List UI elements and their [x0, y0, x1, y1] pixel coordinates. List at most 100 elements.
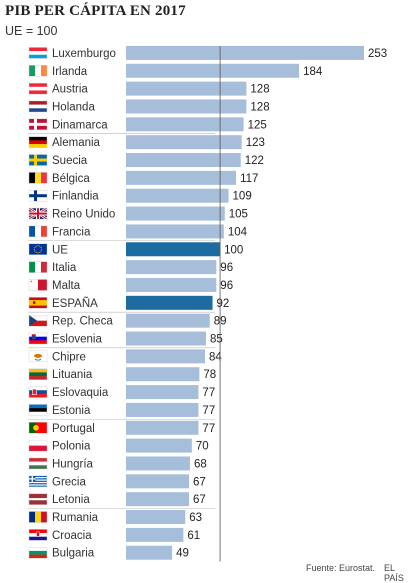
- flag-stripe: [29, 484, 47, 486]
- romania-flag: [28, 511, 48, 523]
- category-label: Grecia: [52, 476, 86, 488]
- flag-border: [28, 243, 48, 255]
- value-label: 104: [228, 226, 248, 238]
- flag-stripe: [29, 485, 47, 487]
- malta-flag: [28, 279, 48, 291]
- netherlands-flag: [28, 100, 48, 113]
- flag-border: [28, 136, 48, 148]
- bar: [126, 45, 364, 60]
- flag-emblem: [33, 301, 36, 305]
- flag-stripe: [29, 47, 47, 52]
- flag-border: [28, 154, 48, 166]
- category-label: Bulgaria: [52, 548, 95, 560]
- flag-body: [29, 208, 47, 220]
- bar: [126, 242, 221, 257]
- bar: [126, 367, 200, 382]
- flag-border: [28, 368, 48, 380]
- chart-subtitle: UE = 100: [5, 24, 58, 38]
- flag-body: [29, 118, 47, 130]
- bar: [126, 545, 173, 560]
- flag-triangle: [29, 315, 37, 327]
- flag-body: [29, 315, 47, 327]
- flag-emblem: [30, 280, 33, 283]
- flag-stripe: [29, 136, 47, 141]
- flag-border: [28, 439, 48, 452]
- flag-stripe: [29, 393, 47, 398]
- flag-border: [28, 475, 48, 488]
- flag-stripe: [29, 478, 47, 480]
- flag-stripe: [29, 261, 36, 273]
- flag-body: [29, 100, 47, 112]
- flag-border: [28, 225, 48, 238]
- flag-stripe: [41, 172, 47, 184]
- flag-cross: [29, 478, 36, 480]
- flag-stripe: [29, 550, 47, 555]
- category-label: Finlandia: [52, 191, 99, 203]
- value-label: 184: [303, 66, 323, 78]
- estonia-flag: [28, 404, 48, 416]
- bar: [126, 135, 242, 150]
- flag-star: [33, 248, 35, 250]
- bar: [126, 402, 199, 417]
- flag-stripe: [38, 279, 47, 291]
- flag-stripe: [29, 336, 47, 341]
- hungary-flag: [28, 457, 48, 470]
- value-label: 85: [210, 334, 223, 346]
- flag-stripe: [29, 411, 47, 416]
- flag-stripe: [41, 511, 47, 523]
- luxembourg-flag: [28, 47, 48, 59]
- flag-border: [28, 511, 48, 523]
- flag-cross: [29, 158, 47, 162]
- flag-body: [29, 65, 47, 77]
- flag-stripe: [29, 140, 47, 145]
- flag-border: [28, 493, 48, 505]
- flag-star: [41, 248, 43, 250]
- belgium-flag: [28, 172, 48, 184]
- category-label: Eslovenia: [52, 334, 102, 346]
- cyprus-flag: [28, 350, 48, 363]
- flag-stripe: [29, 100, 47, 105]
- flag-emblem: [36, 531, 40, 537]
- bar: [126, 492, 190, 507]
- flag-body: [29, 511, 47, 523]
- bar: [126, 170, 237, 185]
- value-label: 67: [193, 494, 206, 506]
- flag-border: [28, 547, 48, 559]
- flag-stripe: [29, 279, 39, 291]
- flag-stripe: [29, 144, 47, 148]
- flag-stripe: [29, 340, 47, 345]
- category-label: Francia: [52, 226, 91, 238]
- flag-stripe: [29, 480, 47, 483]
- latvia-flag: [28, 493, 48, 505]
- category-label: Estonia: [52, 405, 91, 417]
- flag-body: [29, 493, 47, 505]
- flag-stripe: [41, 65, 47, 77]
- flag-stripe: [29, 90, 47, 95]
- category-label: Bélgica: [52, 173, 90, 185]
- flag-stripe: [29, 554, 47, 559]
- flag-border: [28, 172, 48, 184]
- category-label: Portugal: [52, 423, 95, 435]
- value-label: 92: [217, 298, 230, 310]
- flag-stripe: [35, 172, 42, 184]
- flag-stripe: [29, 54, 47, 59]
- flag-body: [29, 547, 47, 559]
- category-label: Austria: [52, 84, 88, 96]
- flag-body: [29, 368, 47, 380]
- bar: [126, 438, 192, 453]
- category-label: Rumania: [52, 512, 99, 524]
- flag-stripe: [29, 104, 47, 109]
- flag-star: [34, 250, 36, 252]
- flag-body: [29, 83, 47, 95]
- flag-body: [29, 172, 47, 184]
- flag-body: [29, 261, 47, 273]
- category-label: Letonia: [52, 494, 90, 506]
- category-label: Polonia: [52, 441, 91, 453]
- eu-flag: [28, 243, 48, 255]
- flag-body: [29, 386, 47, 398]
- flag-stripe: [29, 300, 47, 306]
- category-label: Eslovaquia: [52, 387, 109, 399]
- bar: [126, 456, 190, 471]
- value-label: 61: [187, 530, 200, 542]
- portugal-flag: [28, 422, 48, 434]
